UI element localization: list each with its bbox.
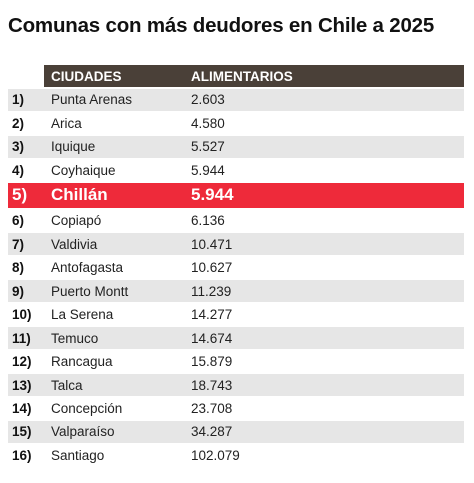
value-cell: 11.239 [191,283,232,299]
city-cell: Temuco [51,330,99,346]
table-row: 6) Copiapó 6.136 [8,209,464,232]
table-body: 1) Punta Arenas 2.603 2) Arica 4.580 3) Iquique… [8,89,464,467]
value-cell: 18.743 [191,377,233,393]
header-alimentarios: ALIMENTARIOS [191,68,293,84]
header-bar: CIUDADES ALIMENTARIOS [44,65,464,87]
value-cell: 5.527 [191,139,225,155]
rank-cell: 7) [12,236,25,252]
table-row: 1) Punta Arenas 2.603 [8,89,464,111]
rank-cell: 4) [12,162,25,178]
city-cell: Arica [51,115,82,131]
value-cell: 10.471 [191,236,233,252]
value-cell: 15.879 [191,354,233,370]
table-row: 11) Temuco 14.674 [8,327,464,349]
value-cell: 23.708 [191,401,233,416]
table-row: 15) Valparaíso 34.287 [8,421,464,443]
city-cell: Talca [51,377,83,393]
rank-cell: 2) [12,115,25,131]
rank-cell: 10) [12,307,32,323]
rank-cell: 16) [12,447,32,463]
rank-cell: 14) [12,401,32,416]
table-row: 8) Antofagasta 10.627 [8,256,464,279]
page-title: Comunas con más deudores en Chile a 2025 [8,14,435,37]
table-row: 7) Valdivia 10.471 [8,233,464,255]
rank-cell: 3) [12,139,25,155]
rank-cell: 11) [12,330,31,346]
value-cell: 34.287 [191,424,233,440]
city-cell: Copiapó [51,213,102,229]
table-row: 2) Arica 4.580 [8,112,464,135]
table-row: 13) Talca 18.743 [8,374,464,396]
city-cell: La Serena [51,307,114,323]
rank-cell: 15) [12,424,32,440]
rank-cell: 9) [12,283,25,299]
header-cities: CIUDADES [51,68,122,84]
value-cell: 102.079 [191,447,240,463]
header-rank-spacer [8,65,44,87]
table-row: 4) Coyhaique 5.944 [8,159,464,182]
table-row: 9) Puerto Montt 11.239 [8,280,464,302]
rank-cell: 1) [12,92,25,108]
table-row: 10) La Serena 14.277 [8,303,464,326]
city-cell: Antofagasta [51,260,124,276]
city-cell: Puerto Montt [51,283,129,299]
value-cell: 14.277 [191,307,233,323]
rank-cell: 6) [12,213,25,229]
table-row: 3) Iquique 5.527 [8,135,464,158]
rank-cell: 5) [12,185,28,205]
rank-cell: 12) [12,354,32,370]
city-cell: Valdivia [51,236,98,252]
city-cell: Iquique [51,139,96,155]
value-cell: 2.603 [191,92,225,108]
value-cell: 5.944 [191,185,234,205]
value-cell: 6.136 [191,213,225,229]
city-cell: Concepción [51,401,123,416]
debtors-table: CIUDADES ALIMENTARIOS 1) Punta Arenas 2.60… [8,65,464,468]
city-cell: Punta Arenas [51,92,133,108]
table-row-highlighted: 5) Chillán 5.944 [8,182,464,208]
rank-cell: 8) [12,260,25,276]
value-cell: 10.627 [191,260,233,276]
table-row: 14) Concepción 23.708 [8,397,464,420]
city-cell: Santiago [51,447,105,463]
city-cell: Coyhaique [51,162,116,178]
rank-cell: 13) [12,377,32,393]
city-cell: Chillán [51,185,108,205]
table-row: 12) Rancagua 15.879 [8,350,464,373]
value-cell: 14.674 [191,330,233,346]
value-cell: 5.944 [191,162,225,178]
table-header: CIUDADES ALIMENTARIOS [8,65,464,87]
city-cell: Rancagua [51,354,113,370]
city-cell: Valparaíso [51,424,115,440]
value-cell: 4.580 [191,115,225,131]
table-row: 16) Santiago 102.079 [8,444,464,467]
